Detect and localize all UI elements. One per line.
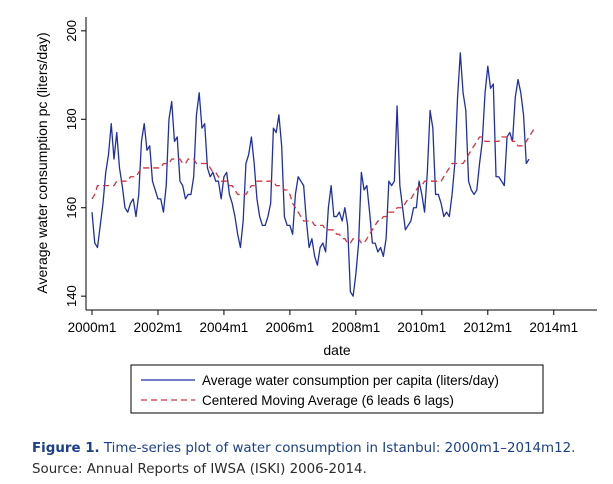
x-tick-label: 2012m1 [463,320,512,335]
series-line-1 [91,52,530,297]
x-axis-label: date [323,342,350,358]
y-tick-label: 160 [64,197,79,219]
x-tick-label: 2014m1 [529,320,578,335]
y-tick-label: 140 [64,285,79,307]
series-line-2 [91,127,536,244]
figure-title: Time-series plot of water consumption in… [99,441,576,456]
chart-series [91,52,536,297]
legend-box [130,364,544,414]
y-tick-label: 180 [64,108,79,130]
legend-label-series-2: Centered Moving Average (6 leads 6 lags) [202,393,454,408]
y-tick-label: 200 [64,20,79,42]
figure-caption: Figure 1. Time-series plot of water cons… [32,438,607,480]
figure-label: Figure 1. [32,441,100,456]
line-chart: 140 160 180 200 2000m1 2002m1 2004m1 2006m1 2008… [34,17,597,414]
x-tick-label: 2010m1 [397,320,446,335]
x-tick-label: 2006m1 [266,320,315,335]
figure-source: Source: Annual Reports of IWSA (ISKI) 20… [32,462,367,477]
x-tick-label: 2004m1 [200,320,249,335]
legend-label-series-1: Average water consumption per capita (li… [202,373,499,388]
x-tick-label: 2000m1 [68,320,117,335]
x-tick-label: 2008m1 [331,320,380,335]
y-axis-label: Average water consumption pc (liters/day… [34,32,50,293]
x-tick-label: 2002m1 [134,320,183,335]
legend: Average water consumption per capita (li… [130,364,544,414]
chart-axes: 140 160 180 200 2000m1 2002m1 2004m1 2006m1 2008… [64,17,597,335]
